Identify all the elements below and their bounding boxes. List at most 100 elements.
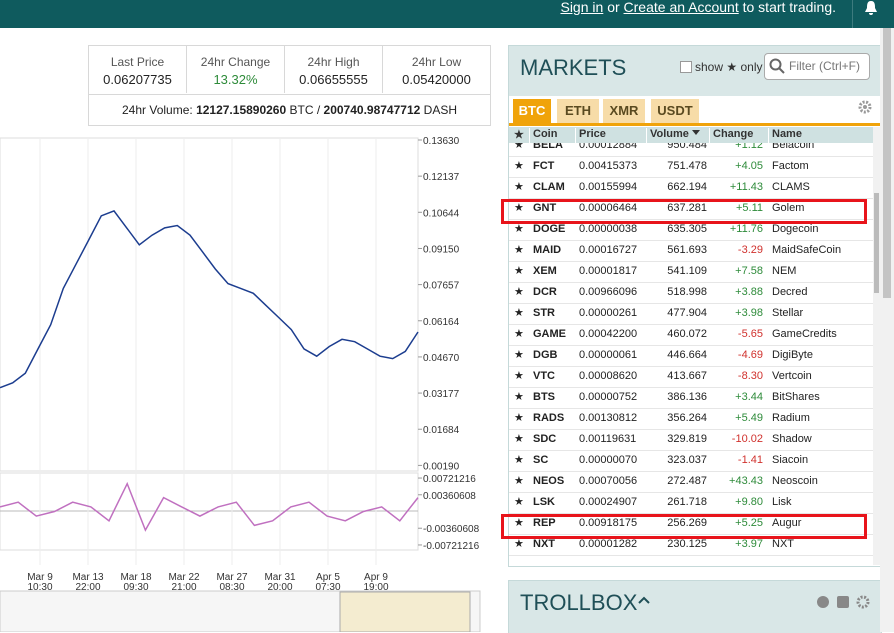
tab[interactable]: BTC xyxy=(513,99,551,123)
star[interactable]: ★ xyxy=(514,328,524,340)
market-row[interactable]: ★ REP 0.00918175 256.269 +5.25 Augur xyxy=(509,513,873,535)
scroll-thumb[interactable] xyxy=(874,193,879,293)
x-tick-time: 19:00 xyxy=(363,582,388,593)
bell-icon[interactable] xyxy=(864,0,878,16)
market-row[interactable]: ★ MAID 0.00016727 561.693 -3.29 MaidSafeCoin xyxy=(509,240,873,262)
star[interactable]: ★ xyxy=(514,370,524,382)
market-row[interactable]: ★ DGB 0.00000061 446.664 -4.69 DigiByte xyxy=(509,345,873,367)
star[interactable]: ★ xyxy=(514,244,524,256)
column-header[interactable]: Price xyxy=(575,128,646,143)
page-scroll-thumb[interactable] xyxy=(883,28,891,298)
stat-label: 24hr High xyxy=(307,55,360,69)
checkbox[interactable] xyxy=(680,61,692,73)
name: Neoscoin xyxy=(772,475,818,487)
create-account-link[interactable]: Create an Account xyxy=(623,0,739,15)
market-row[interactable]: ★ GNT 0.00006464 637.281 +5.11 Golem xyxy=(509,198,873,220)
star[interactable]: ★ xyxy=(514,160,524,172)
sign-in-link[interactable]: Sign in xyxy=(560,0,604,15)
star[interactable]: ★ xyxy=(514,307,524,319)
x-tick-date: Mar 31 xyxy=(264,572,296,583)
market-row[interactable]: ★ DCR 0.00966096 518.998 +3.88 Decred xyxy=(509,282,873,304)
star[interactable]: ★ xyxy=(514,538,524,550)
column-label: Coin xyxy=(533,128,558,140)
star[interactable]: ★ xyxy=(514,391,524,403)
change: +3.98 xyxy=(735,307,763,319)
y-tick-label: 0.12137 xyxy=(423,172,460,183)
market-row[interactable]: ★ XEM 0.00001817 541.109 +7.58 NEM xyxy=(509,261,873,283)
price: 0.00000038 xyxy=(579,223,638,235)
stat-value: 0.05420000 xyxy=(402,72,471,87)
market-row[interactable]: ★ LSK 0.00024907 261.718 +9.80 Lisk xyxy=(509,492,873,514)
market-row[interactable]: ★ DOGE 0.00000038 635.305 +11.76 Dogecoin xyxy=(509,219,873,241)
market-row[interactable]: ★ CLAM 0.00155994 662.194 +11.43 CLAMS xyxy=(509,177,873,199)
star[interactable]: ★ xyxy=(514,454,524,466)
page-scrollbar[interactable] xyxy=(880,28,894,632)
y-tick-label: 0.09150 xyxy=(423,244,460,255)
navigator-window[interactable] xyxy=(339,591,471,632)
star[interactable]: ★ xyxy=(514,265,524,277)
unit: BTC xyxy=(289,103,314,117)
market-row[interactable]: ★ NEOS 0.00070056 272.487 +43.43 Neoscoin xyxy=(509,471,873,493)
change: +3.88 xyxy=(735,286,763,298)
market-row[interactable]: ★ BELA 0.00012884 950.484 +1.12 Belacoin xyxy=(509,143,873,157)
show-starred[interactable]: show ★ only xyxy=(695,60,762,74)
x-tick-date: Mar 22 xyxy=(168,572,200,583)
star[interactable]: ★ xyxy=(514,143,524,151)
star[interactable]: ★ xyxy=(514,349,524,361)
tab[interactable]: XMR xyxy=(603,99,645,123)
market-row[interactable]: ★ STR 0.00000261 477.904 +3.98 Stellar xyxy=(509,303,873,325)
x-tick-time: 20:00 xyxy=(267,582,292,593)
column-header[interactable]: Change xyxy=(709,128,768,143)
suffix: to start trading. xyxy=(742,0,836,15)
star[interactable]: ★ xyxy=(514,202,524,214)
coin: XEM xyxy=(533,265,557,277)
stat-cell: 24hr Change 13.32% xyxy=(187,46,285,93)
change: +11.76 xyxy=(729,223,763,235)
name: Stellar xyxy=(772,307,804,319)
volume: 518.998 xyxy=(667,286,707,298)
filter-input[interactable]: Filter (Ctrl+F) xyxy=(764,53,870,80)
market-row[interactable]: ★ GAME 0.00042200 460.072 -5.65 GameCredits xyxy=(509,324,873,346)
column-header[interactable]: Name xyxy=(768,128,873,143)
only: only xyxy=(740,60,763,74)
tab[interactable]: ETH xyxy=(557,99,599,123)
market-row[interactable]: ★ RADS 0.00130812 356.264 +5.49 Radium xyxy=(509,408,873,430)
change: +5.49 xyxy=(735,412,763,424)
gear-icon[interactable] xyxy=(858,100,872,114)
coin: REP xyxy=(533,517,556,529)
market-row[interactable]: ★ VTC 0.00008620 413.667 -8.30 Vertcoin xyxy=(509,366,873,388)
column-header[interactable]: Coin xyxy=(529,128,575,143)
column-header[interactable]: Volume xyxy=(646,128,709,143)
name: MaidSafeCoin xyxy=(772,244,842,256)
coin: NEOS xyxy=(533,475,565,487)
trollbox-icons[interactable] xyxy=(815,595,875,609)
market-row[interactable]: ★ NXT 0.00001282 230.125 +3.97 NXT xyxy=(509,534,873,556)
change: +1.12 xyxy=(735,143,763,151)
scrollbar[interactable] xyxy=(873,127,880,565)
star[interactable]: ★ xyxy=(514,412,524,424)
search-icon xyxy=(769,58,785,74)
star[interactable]: ★ xyxy=(514,517,524,529)
x-tick-time: 21:00 xyxy=(171,582,196,593)
market-row[interactable]: ★ SDC 0.00119631 329.819 -10.02 Shadow xyxy=(509,429,873,451)
market-row[interactable]: ★ BTS 0.00000752 386.136 +3.44 BitShares xyxy=(509,387,873,409)
change: +5.25 xyxy=(735,517,763,529)
star[interactable]: ★ xyxy=(514,223,524,235)
coin: CLAM xyxy=(533,181,565,193)
markets-panel: MARKETS show ★ only Filter (Ctrl+F) BTC E… xyxy=(508,45,882,567)
collapse-icon[interactable] xyxy=(637,595,651,605)
coin: DOGE xyxy=(533,223,566,235)
star[interactable]: ★ xyxy=(514,181,524,193)
coin: VTC xyxy=(533,370,555,382)
tab[interactable]: USDT xyxy=(651,99,699,123)
market-row[interactable]: ★ SC 0.00000070 323.037 -1.41 Siacoin xyxy=(509,450,873,472)
name: Factom xyxy=(772,160,809,172)
star[interactable]: ★ xyxy=(514,286,524,298)
volume: 329.819 xyxy=(667,433,707,445)
star[interactable]: ★ xyxy=(514,475,524,487)
price: 0.00008620 xyxy=(579,370,638,382)
star[interactable]: ★ xyxy=(514,433,524,445)
market-row[interactable]: ★ FCT 0.00415373 751.478 +4.05 Factom xyxy=(509,156,873,178)
y-tick-label: -0.00360608 xyxy=(423,524,480,535)
star[interactable]: ★ xyxy=(514,496,524,508)
